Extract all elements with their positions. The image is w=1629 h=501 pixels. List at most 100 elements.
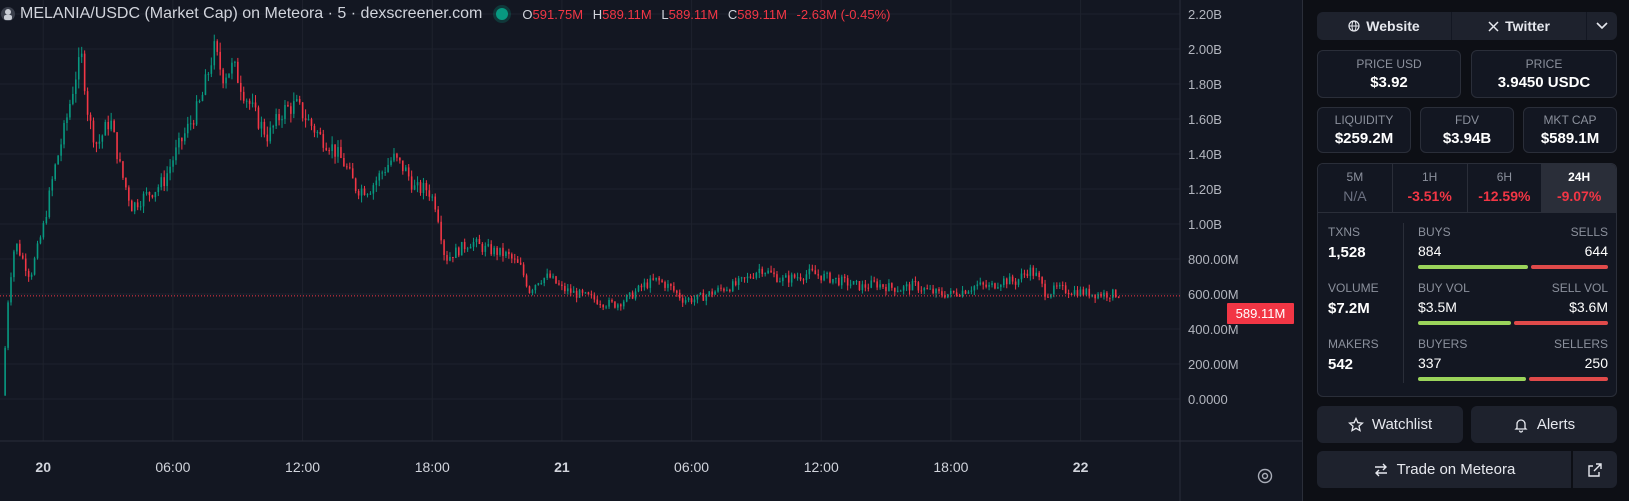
candle-body — [69, 103, 71, 118]
candle-body — [911, 280, 914, 291]
price-chart[interactable]: 2.20B 2.00B 1.80B 1.60B 1.40B 1.20B 1.00B 800.0… — [0, 0, 1302, 501]
website-button[interactable]: Website — [1317, 12, 1452, 40]
candle-body — [658, 277, 660, 281]
candle-body — [133, 202, 136, 212]
candle-body — [148, 192, 151, 196]
y-tick-label: 800.00M — [1188, 252, 1239, 267]
candle-body — [843, 276, 846, 279]
fdv-label[interactable]: FDV — [1455, 113, 1479, 127]
trade-button[interactable]: Trade on Meteora — [1317, 451, 1571, 488]
candle-body — [1008, 276, 1011, 285]
candle-body — [402, 160, 404, 172]
candle-body — [690, 298, 693, 303]
candle-body — [475, 239, 478, 243]
candle-body — [622, 301, 625, 307]
candle-body — [260, 121, 263, 129]
mkt-cap-label[interactable]: MKT CAP — [1543, 113, 1597, 127]
candle-body — [399, 157, 401, 161]
candle-body — [720, 287, 722, 289]
candle-body — [785, 275, 787, 278]
candle-body — [346, 166, 348, 168]
buyers-value: 337 — [1418, 355, 1442, 371]
candle-body — [522, 264, 525, 276]
alerts-button[interactable]: Alerts — [1471, 406, 1617, 443]
candle-body — [254, 102, 257, 108]
candle-body — [1088, 288, 1091, 297]
open-value: 591.75M — [532, 6, 584, 22]
candle-body — [278, 114, 280, 121]
liquidity-card: LIQUIDITY $259.2M — [1317, 107, 1411, 153]
candle-body — [1041, 277, 1043, 284]
chart-settings-icon[interactable] — [1256, 467, 1274, 485]
candle-body — [938, 289, 940, 292]
candle-body — [407, 167, 410, 177]
candle-body — [746, 276, 749, 279]
candle-body — [767, 270, 769, 274]
candle-body — [846, 278, 849, 286]
txns-value: 1,528 — [1328, 244, 1366, 261]
candle-body — [643, 282, 646, 288]
candle-body — [664, 282, 666, 288]
candle-body — [1079, 289, 1082, 297]
candle-body — [552, 276, 554, 278]
candle-body — [681, 298, 684, 303]
candle-body — [428, 190, 431, 197]
candle-body — [201, 94, 204, 102]
tab-6h[interactable]: 6H -12.59% — [1467, 164, 1543, 212]
tab-1h[interactable]: 1H -3.51% — [1392, 164, 1468, 212]
candle-body — [949, 290, 952, 295]
candle-body — [101, 135, 104, 142]
candle-body — [184, 133, 186, 142]
candle-body — [929, 288, 931, 290]
twitter-button[interactable]: Twitter — [1452, 12, 1587, 40]
candle-body — [935, 289, 937, 294]
sells-value: 644 — [1584, 243, 1608, 259]
liquidity-value: $259.2M — [1334, 130, 1394, 147]
candle-body — [958, 295, 961, 297]
y-tick-label: 400.00M — [1188, 322, 1239, 337]
candle-body — [835, 277, 837, 279]
tab-24h[interactable]: 24H -9.07% — [1542, 164, 1616, 212]
makers-value: 542 — [1328, 356, 1354, 373]
symbol-title[interactable]: MELANIA/USDC (Market Cap) on Meteora · 5… — [20, 5, 483, 22]
candle-body — [351, 168, 354, 179]
tab-5m[interactable]: 5M N/A — [1318, 164, 1393, 212]
candle-body — [340, 147, 342, 159]
candle-body — [614, 301, 616, 308]
candle-body — [178, 137, 180, 148]
candle-body — [337, 147, 339, 157]
mkt-cap-card: MKT CAP $589.1M — [1523, 107, 1617, 153]
low-key: L — [661, 6, 669, 22]
candle-body — [343, 158, 345, 167]
candle-body — [920, 290, 923, 292]
candle-body — [973, 286, 976, 291]
candle-body — [731, 281, 734, 292]
candle-body — [661, 280, 663, 283]
candle-body — [263, 121, 266, 135]
candle-body — [587, 292, 590, 295]
change-value: -2.63M (-0.45%) — [796, 6, 891, 22]
candle-body — [228, 73, 230, 78]
candle-body — [104, 122, 107, 136]
candle-body — [723, 288, 725, 291]
candle-body — [1085, 288, 1088, 295]
candle-body — [740, 277, 743, 279]
candle-body — [145, 192, 148, 194]
candle-body — [947, 294, 949, 298]
star-icon — [1347, 416, 1364, 432]
candle-body — [86, 91, 89, 115]
candle-body — [181, 137, 183, 142]
candle-body — [596, 299, 599, 305]
candle-body — [944, 295, 946, 298]
more-links-button[interactable] — [1587, 12, 1617, 40]
watchlist-label: Watchlist — [1371, 416, 1433, 433]
open-key: O — [522, 6, 533, 22]
tab-6h-change: -12.59% — [1478, 188, 1531, 204]
candle-body — [1061, 285, 1064, 287]
open-external-button[interactable] — [1573, 451, 1617, 488]
watchlist-button[interactable]: Watchlist — [1317, 406, 1463, 443]
candle-body — [631, 292, 634, 299]
buyers-label: BUYERS — [1418, 337, 1468, 351]
candle-body — [941, 291, 943, 296]
chart-pane[interactable]: 2.20B 2.00B 1.80B 1.60B 1.40B 1.20B 1.00B 800.0… — [0, 0, 1302, 501]
